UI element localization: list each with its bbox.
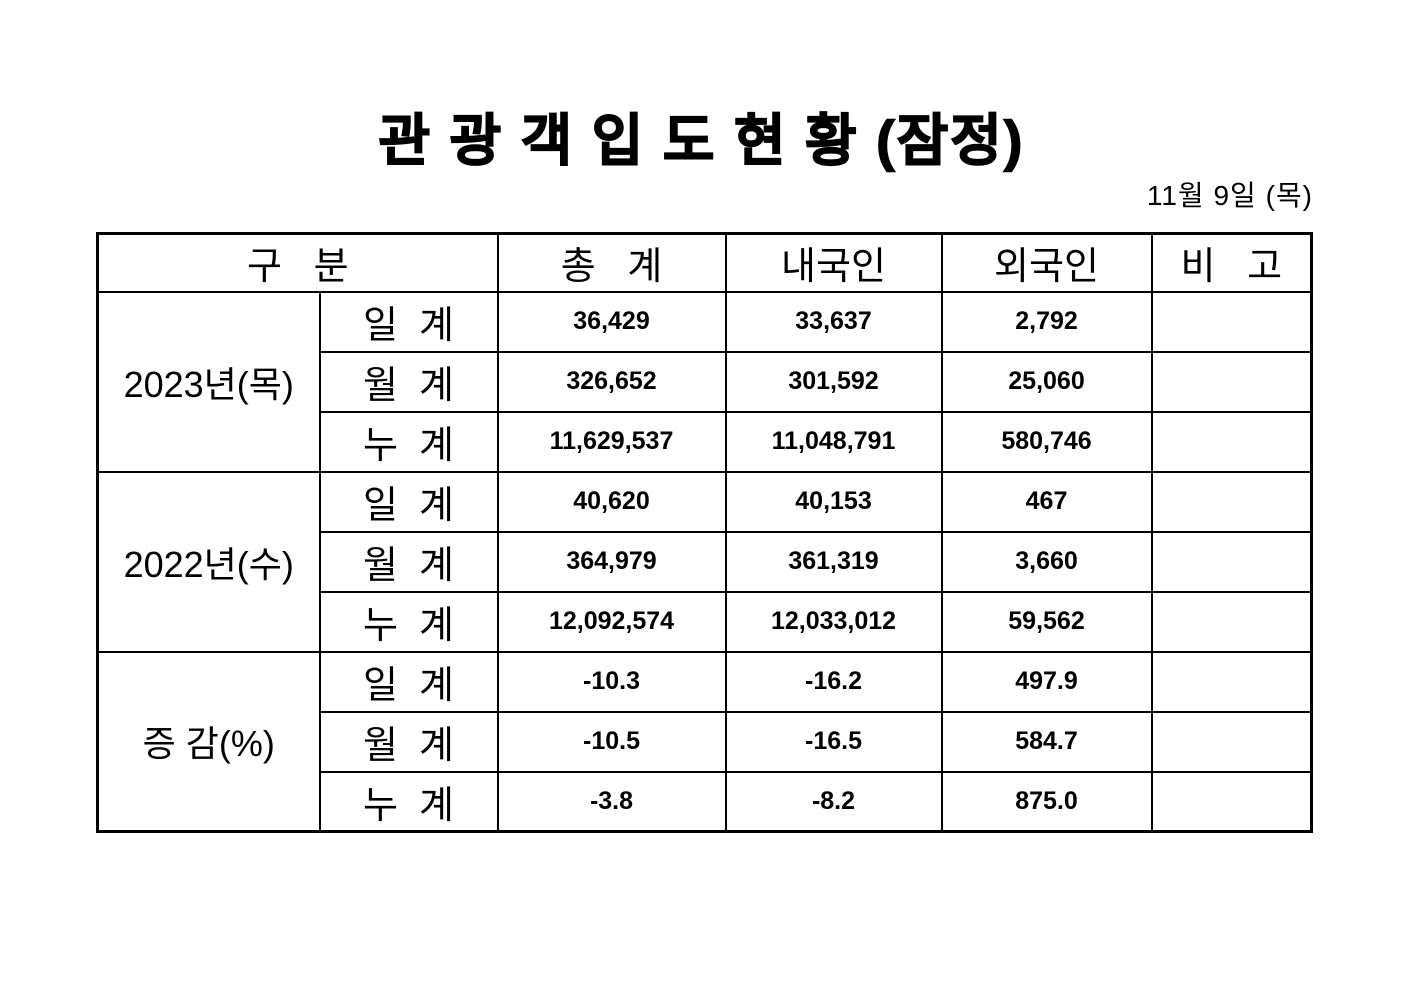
foreign-cell: 467	[940, 470, 1153, 533]
note-cell	[1150, 350, 1313, 413]
total-cell: 12,092,574	[496, 590, 727, 653]
domestic-cell: 12,033,012	[724, 590, 943, 653]
note-cell	[1150, 650, 1313, 713]
note-cell	[1150, 590, 1313, 653]
domestic-cell: 40,153	[724, 470, 943, 533]
table-row: 누 계 -3.8 -8.2 875.0	[98, 770, 1313, 833]
note-cell	[1150, 290, 1313, 353]
domestic-cell: 361,319	[724, 530, 943, 593]
group-label-2022: 2022년(수)	[96, 470, 321, 653]
total-cell: 11,629,537	[496, 410, 727, 473]
period-cell: 일 계	[318, 290, 499, 353]
table-row: 누 계 11,629,537 11,048,791 580,746	[98, 410, 1313, 473]
note-cell	[1150, 470, 1313, 533]
tourist-arrivals-table: 구 분 총 계 내국인 외국인 비 고 2023년(목) 일 계 36,429 …	[96, 232, 1313, 833]
header-domestic: 내국인	[724, 232, 943, 293]
period-cell: 월 계	[318, 530, 499, 593]
table-row: 2023년(목) 일 계 36,429 33,637 2,792	[96, 290, 1313, 473]
foreign-cell: 580,746	[940, 410, 1153, 473]
table-row: 증 감(%) 일 계 -10.3 -16.2 497.9	[96, 650, 1313, 833]
page-title: 관 광 객 입 도 현 황 (잠정)	[378, 108, 1025, 173]
note-cell	[1150, 530, 1313, 593]
header-category: 구 분	[96, 232, 499, 293]
foreign-cell: 59,562	[940, 590, 1153, 653]
domestic-cell: 33,637	[724, 290, 943, 353]
table-row: 월 계 -10.5 -16.5 584.7	[98, 710, 1313, 773]
table-row: 누 계 12,092,574 12,033,012 59,562	[98, 590, 1313, 653]
foreign-cell: 2,792	[940, 290, 1153, 353]
total-cell: -10.5	[496, 710, 727, 773]
domestic-cell: -16.5	[724, 710, 943, 773]
group-label-2023: 2023년(목)	[96, 290, 321, 473]
group-label-change: 증 감(%)	[96, 650, 321, 833]
period-cell: 누 계	[318, 590, 499, 653]
total-cell: 36,429	[496, 290, 727, 353]
domestic-cell: 11,048,791	[724, 410, 943, 473]
domestic-cell: 301,592	[724, 350, 943, 413]
total-cell: 326,652	[496, 350, 727, 413]
period-cell: 일 계	[318, 470, 499, 533]
note-cell	[1150, 770, 1313, 833]
foreign-cell: 25,060	[940, 350, 1153, 413]
total-cell: -3.8	[496, 770, 727, 833]
period-cell: 일 계	[318, 650, 499, 713]
domestic-cell: -16.2	[724, 650, 943, 713]
foreign-cell: 584.7	[940, 710, 1153, 773]
total-cell: 364,979	[496, 530, 727, 593]
header-total: 총 계	[496, 232, 727, 293]
table-row: 2022년(수) 일 계 40,620 40,153 467	[96, 470, 1313, 653]
table-row: 월 계 326,652 301,592 25,060	[98, 350, 1313, 413]
total-cell: -10.3	[496, 650, 727, 713]
header-note: 비 고	[1150, 232, 1313, 293]
foreign-cell: 497.9	[940, 650, 1153, 713]
header-row: 구 분 총 계 내국인 외국인 비 고	[96, 232, 1313, 293]
header-foreign: 외국인	[940, 232, 1153, 293]
total-cell: 40,620	[496, 470, 727, 533]
domestic-cell: -8.2	[724, 770, 943, 833]
foreign-cell: 875.0	[940, 770, 1153, 833]
period-cell: 누 계	[318, 770, 499, 833]
report-date: 11월 9일 (목)	[1146, 180, 1313, 211]
note-cell	[1150, 710, 1313, 773]
foreign-cell: 3,660	[940, 530, 1153, 593]
period-cell: 월 계	[318, 350, 499, 413]
note-cell	[1150, 410, 1313, 473]
period-cell: 월 계	[318, 710, 499, 773]
table-row: 월 계 364,979 361,319 3,660	[98, 530, 1313, 593]
period-cell: 누 계	[318, 410, 499, 473]
